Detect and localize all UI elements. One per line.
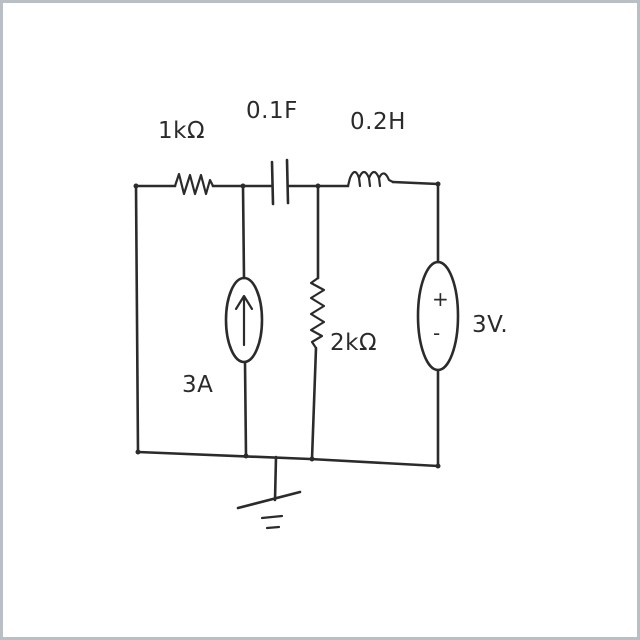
voltage-source-symbol <box>416 260 460 372</box>
nodes <box>133 181 441 469</box>
current-source-branch <box>224 184 264 458</box>
label-2k-resistor: 2kΩ <box>330 330 377 356</box>
ground-icon <box>236 455 302 530</box>
label-voltage-source: 3V. <box>472 312 508 338</box>
inductor-symbol <box>346 170 395 188</box>
label-capacitor: 0.1F <box>246 98 298 124</box>
resistor-2k-branch <box>309 184 326 461</box>
arrow-up-icon <box>234 294 254 347</box>
plus-sign: + <box>432 287 449 311</box>
label-current-source: 3A <box>182 372 213 398</box>
bottom-wire <box>136 450 440 468</box>
left-wire <box>134 184 140 454</box>
voltage-source-branch: + - <box>416 182 460 468</box>
current-source-symbol <box>224 276 264 364</box>
minus-sign: - <box>433 321 440 345</box>
resistor-2k-symbol <box>309 276 326 350</box>
capacitor-symbol <box>270 158 290 206</box>
label-1k-resistor: 1kΩ <box>158 118 205 144</box>
resistor-1k-symbol <box>173 172 215 196</box>
label-inductor: 0.2H <box>350 109 406 135</box>
